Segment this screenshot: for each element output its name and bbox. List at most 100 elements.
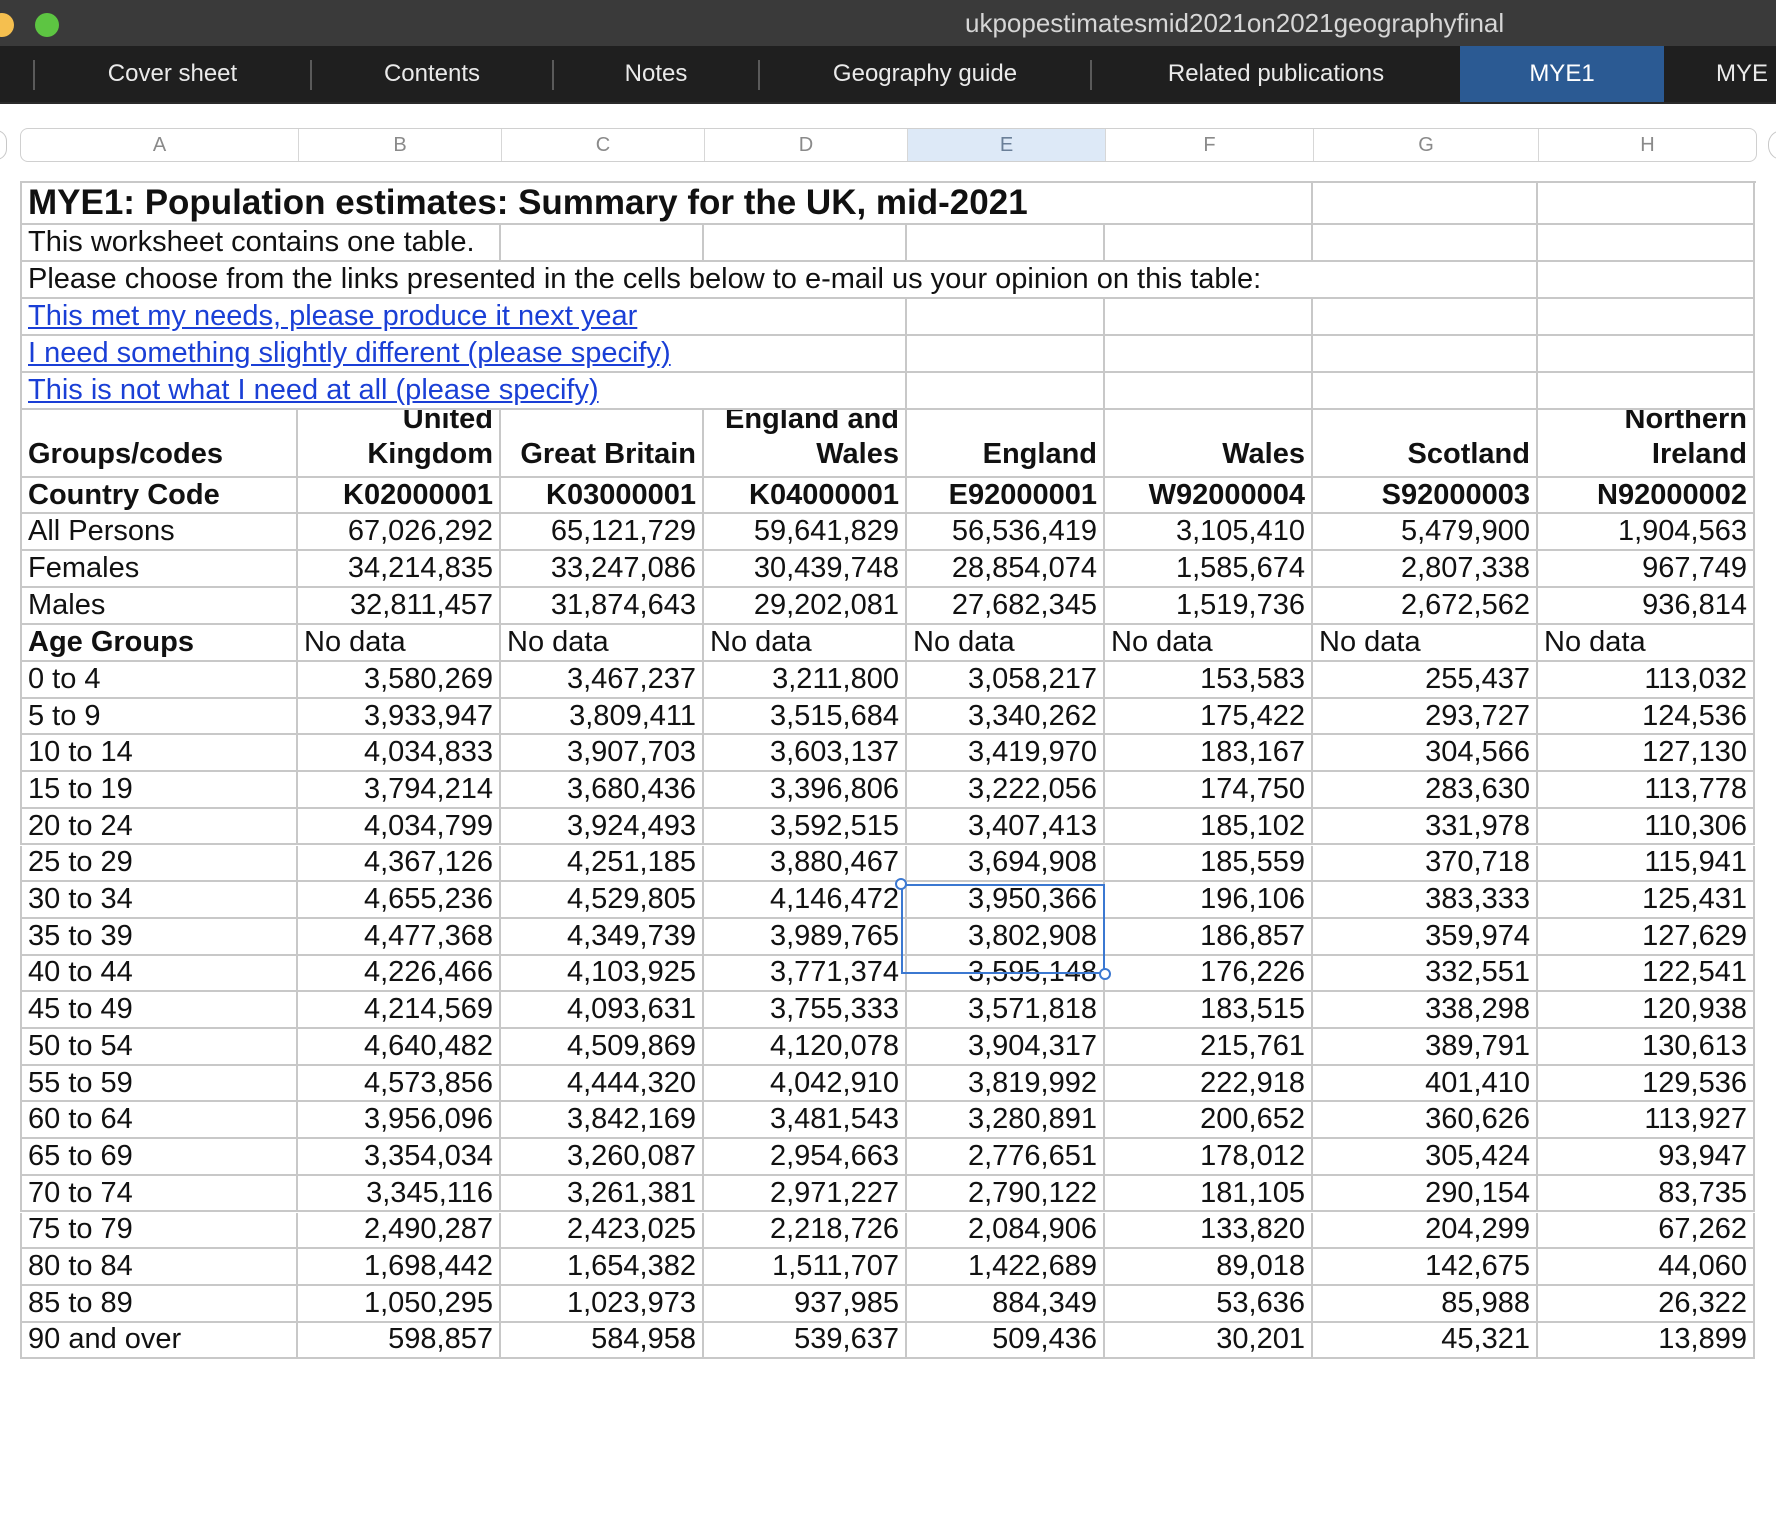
value-cell[interactable]: 584,958 [501,1322,704,1360]
value-cell[interactable]: 85,988 [1313,1285,1538,1323]
age-groups-label-cell[interactable]: Age Groups [20,625,298,662]
value-cell[interactable]: 83,735 [1538,1175,1755,1213]
value-cell[interactable]: 53,636 [1105,1285,1313,1323]
empty-cell[interactable] [1538,225,1755,262]
geography-header[interactable]: Great Britain [501,410,704,478]
value-cell[interactable]: 305,424 [1313,1139,1538,1176]
value-cell[interactable]: 3,211,800 [704,662,907,699]
value-cell[interactable]: 4,103,925 [501,955,704,993]
value-cell[interactable]: 884,349 [907,1285,1105,1323]
selection-handle-top-left[interactable] [895,878,907,890]
value-cell[interactable]: 122,541 [1538,955,1755,993]
value-cell[interactable]: 3,407,413 [907,808,1105,846]
value-cell[interactable]: 44,060 [1538,1249,1755,1286]
value-cell[interactable]: 1,654,382 [501,1249,704,1286]
value-cell[interactable]: 120,938 [1538,992,1755,1029]
value-cell[interactable]: 1,050,295 [298,1285,501,1323]
sheet-title-cell[interactable]: MYE1: Population estimates: Summary for … [20,183,1313,225]
row-label-cell[interactable]: Females [20,551,298,588]
value-cell[interactable]: 4,034,833 [298,735,501,773]
no-data-cell[interactable]: No data [1313,625,1538,662]
geography-header[interactable]: Northern Ireland [1538,410,1755,478]
value-cell[interactable]: 93,947 [1538,1139,1755,1176]
tab-notes[interactable]: Notes [624,60,688,87]
tab-cover-sheet[interactable]: Cover sheet [107,60,238,87]
value-cell[interactable]: 181,105 [1105,1175,1313,1213]
value-cell[interactable]: 2,672,562 [1313,588,1538,625]
age-label-cell[interactable]: 90 and over [20,1322,298,1360]
value-cell[interactable]: 115,941 [1538,845,1755,883]
value-cell[interactable]: 196,106 [1105,882,1313,919]
country-code-cell[interactable]: E92000001 [907,478,1105,514]
value-cell[interactable]: 4,509,869 [501,1029,704,1066]
empty-cell[interactable] [1538,336,1755,373]
value-cell[interactable]: 153,583 [1105,662,1313,699]
value-cell[interactable]: 13,899 [1538,1322,1755,1360]
value-cell[interactable]: 174,750 [1105,772,1313,809]
value-cell[interactable]: 29,202,081 [704,588,907,625]
value-cell[interactable]: 539,637 [704,1322,907,1360]
age-label-cell[interactable]: 20 to 24 [20,808,298,846]
value-cell[interactable]: 176,226 [1105,955,1313,993]
empty-cell[interactable] [1105,299,1313,336]
value-cell[interactable]: 331,978 [1313,808,1538,846]
value-cell[interactable]: 1,585,674 [1105,551,1313,588]
value-cell[interactable]: 4,042,910 [704,1065,907,1103]
column-header-b[interactable]: B [299,129,502,161]
empty-cell[interactable] [907,373,1105,410]
value-cell[interactable]: 304,566 [1313,735,1538,773]
empty-cell[interactable] [1105,225,1313,262]
value-cell[interactable]: 598,857 [298,1322,501,1360]
value-cell[interactable]: 89,018 [1105,1249,1313,1286]
value-cell[interactable]: 1,023,973 [501,1285,704,1323]
value-cell[interactable]: 1,511,707 [704,1249,907,1286]
value-cell[interactable]: 178,012 [1105,1139,1313,1176]
age-label-cell[interactable]: 40 to 44 [20,955,298,993]
value-cell[interactable]: 3,396,806 [704,772,907,809]
empty-cell[interactable] [907,336,1105,373]
value-cell[interactable]: 4,093,631 [501,992,704,1029]
empty-cell[interactable] [1538,183,1755,225]
value-cell[interactable]: 3,950,366 [907,882,1105,919]
geography-header[interactable]: United Kingdom [298,410,501,478]
value-cell[interactable]: 3,924,493 [501,808,704,846]
tab-related-publications[interactable]: Related publications [1167,60,1385,87]
age-label-cell[interactable]: 70 to 74 [20,1175,298,1213]
value-cell[interactable]: 31,874,643 [501,588,704,625]
age-label-cell[interactable]: 50 to 54 [20,1029,298,1066]
column-header-d[interactable]: D [705,129,908,161]
value-cell[interactable]: 142,675 [1313,1249,1538,1286]
row-label-cell[interactable]: Males [20,588,298,625]
value-cell[interactable]: 3,571,818 [907,992,1105,1029]
empty-cell[interactable] [1538,299,1755,336]
age-label-cell[interactable]: 85 to 89 [20,1285,298,1323]
value-cell[interactable]: 3,794,214 [298,772,501,809]
no-data-cell[interactable]: No data [907,625,1105,662]
empty-cell[interactable] [907,225,1105,262]
value-cell[interactable]: 130,613 [1538,1029,1755,1066]
minimize-window-button[interactable] [0,13,14,37]
column-header-f[interactable]: F [1106,129,1314,161]
value-cell[interactable]: 2,954,663 [704,1139,907,1176]
value-cell[interactable]: 967,749 [1538,551,1755,588]
value-cell[interactable]: 1,519,736 [1105,588,1313,625]
value-cell[interactable]: 2,790,122 [907,1175,1105,1213]
value-cell[interactable]: 175,422 [1105,698,1313,736]
value-cell[interactable]: 113,032 [1538,662,1755,699]
feedback-link-cell[interactable]: This is not what I need at all (please s… [20,373,907,410]
age-label-cell[interactable]: 5 to 9 [20,698,298,736]
tab-mye1[interactable]: MYE1 [1460,46,1664,102]
value-cell[interactable]: 3,694,908 [907,845,1105,883]
value-cell[interactable]: 3,771,374 [704,955,907,993]
column-header-c[interactable]: C [502,129,705,161]
no-data-cell[interactable]: No data [1538,625,1755,662]
value-cell[interactable]: 3,340,262 [907,698,1105,736]
value-cell[interactable]: 3,680,436 [501,772,704,809]
value-cell[interactable]: 2,423,025 [501,1212,704,1250]
value-cell[interactable]: 4,444,320 [501,1065,704,1103]
value-cell[interactable]: 3,989,765 [704,918,907,956]
value-cell[interactable]: 401,410 [1313,1065,1538,1103]
empty-cell[interactable] [1538,262,1755,299]
value-cell[interactable]: 389,791 [1313,1029,1538,1066]
value-cell[interactable]: 4,251,185 [501,845,704,883]
